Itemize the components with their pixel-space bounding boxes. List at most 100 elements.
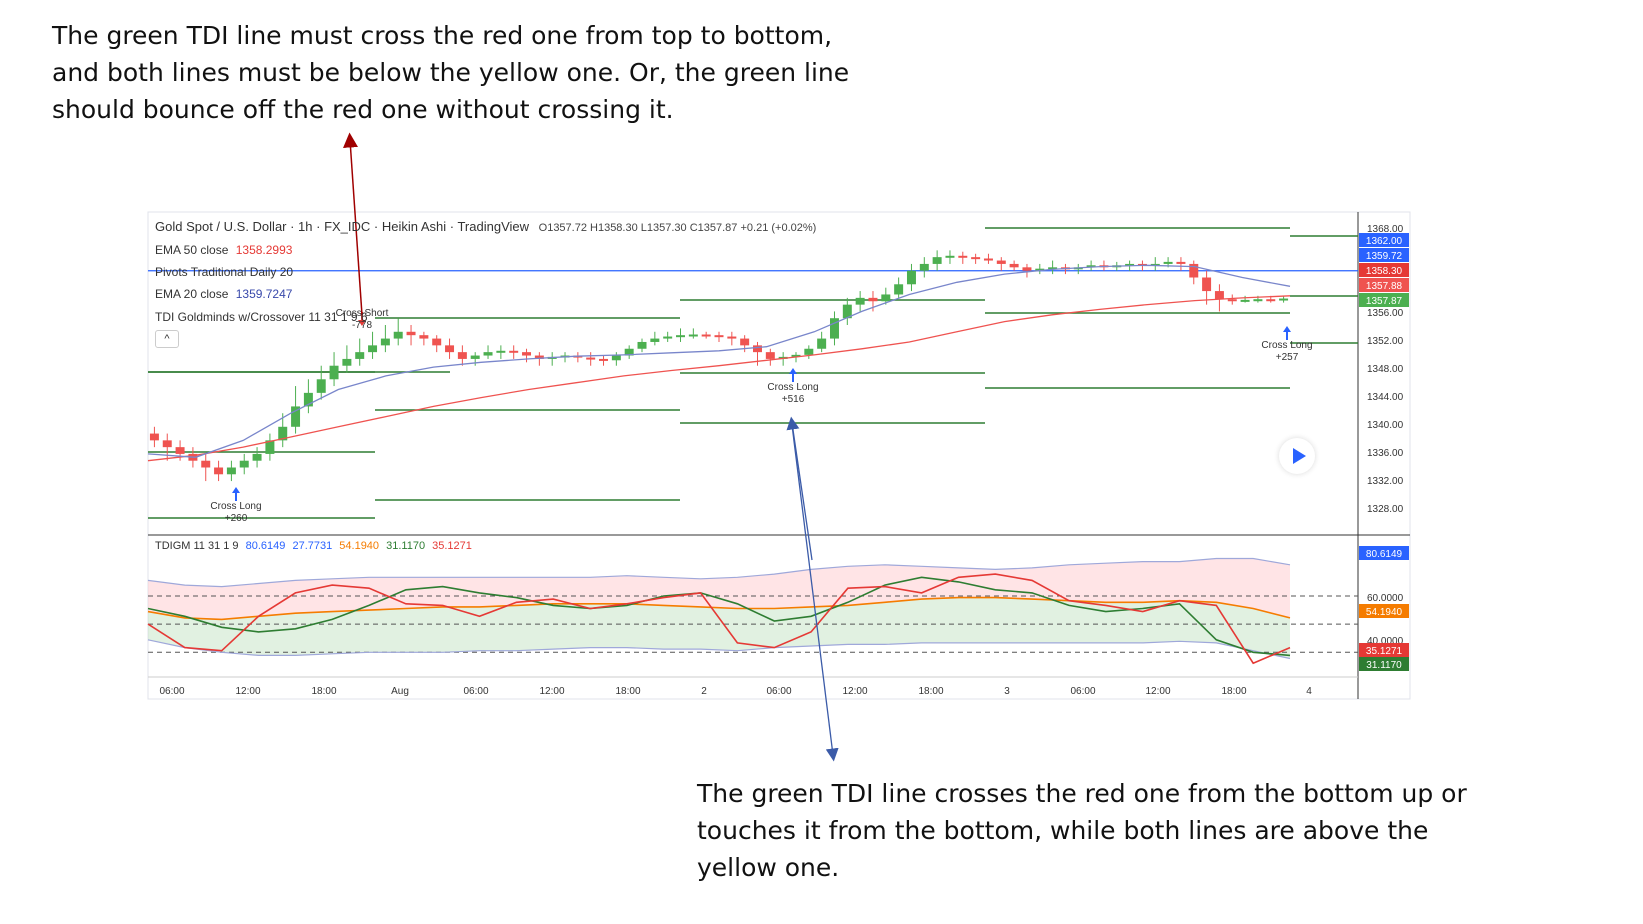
candle-body: [983, 258, 993, 261]
tdi-label: TDI Goldminds w/Crossover 11 31 1 9 6: [155, 310, 368, 324]
candle-body: [624, 348, 634, 356]
candle-body: [278, 426, 288, 441]
candle-body: [791, 354, 801, 357]
candle-body: [149, 433, 159, 441]
candle-body: [1125, 263, 1135, 266]
ema50-legend[interactable]: EMA 50 close 1358.2993: [155, 243, 292, 257]
candle-body: [727, 336, 737, 339]
candle-body: [1163, 261, 1173, 264]
signal-marker: Cross Long+257: [1261, 326, 1313, 363]
signal-value: +257: [1276, 352, 1299, 363]
price-tick-label: 1352.00: [1367, 336, 1404, 347]
signal-marker: Cross Long+260: [210, 487, 262, 524]
candle-body: [368, 345, 378, 353]
price-tick-label: 1344.00: [1367, 392, 1404, 403]
time-tick-label: 18:00: [311, 686, 336, 697]
signal-value: -778: [352, 320, 372, 331]
tdi-tag-label: 31.1170: [1366, 660, 1402, 671]
price-tick-label: 1368.00: [1367, 224, 1404, 235]
candle-body: [522, 352, 532, 356]
candle-body: [239, 460, 249, 468]
tdi-tick-label: 60.0000: [1367, 593, 1404, 604]
time-tick-label: 06:00: [1070, 686, 1095, 697]
tdi-tag: [1359, 546, 1409, 560]
price-tag: [1359, 263, 1409, 277]
play-icon[interactable]: [1279, 438, 1315, 474]
signal-label: Cross Long: [1261, 340, 1312, 351]
candle-body: [1266, 299, 1276, 302]
candle-body: [971, 257, 981, 260]
candle-body: [753, 345, 762, 353]
price-tick-label: 1332.00: [1367, 476, 1404, 487]
candle-body: [291, 406, 301, 427]
candle-body: [355, 352, 365, 359]
candle-body: [1086, 265, 1096, 268]
price-tick-label: 1340.00: [1367, 420, 1404, 431]
candle-body: [226, 467, 236, 475]
candle-body: [996, 260, 1006, 264]
ema20-line: [147, 264, 1291, 458]
symbol-title: Gold Spot / U.S. Dollar · 1h · FX_IDC · …: [155, 219, 530, 234]
ema50-value: 1358.2993: [235, 243, 293, 257]
ema50-label: EMA 50 close: [155, 243, 229, 257]
candle-body: [1279, 298, 1289, 301]
annotation-arrows: [343, 132, 839, 762]
candle-body: [958, 255, 968, 258]
top-annotation-line: should bounce off the red one without cr…: [52, 95, 674, 124]
bottom-annotation: The green TDI line crosses the red one f…: [697, 775, 1597, 886]
time-tick-label: 12:00: [539, 686, 564, 697]
candle-body: [342, 358, 352, 366]
price-tick-label: 1348.00: [1367, 364, 1404, 375]
time-tick-label: 12:00: [235, 686, 260, 697]
candle-body: [483, 352, 493, 356]
price-tag: [1359, 248, 1409, 262]
tdi-yellow-line: [147, 596, 1291, 621]
candle-body: [1035, 268, 1045, 271]
bottom-annotation-line: touches it from the bottom, while both l…: [697, 816, 1429, 845]
time-tick-label: 3: [1004, 686, 1010, 697]
tdi-green-line: [147, 576, 1291, 657]
candle-body: [214, 467, 224, 475]
candle-body: [201, 460, 211, 468]
candle-body: [303, 392, 313, 407]
candle-body: [1189, 263, 1199, 278]
candle-body: [765, 352, 775, 359]
tdi-upper-band: [147, 557, 1291, 588]
tdi-value-5: 35.1271: [432, 540, 472, 552]
tdi-pane-legend[interactable]: TDIGM 11 31 1 9 80.6149 27.7731 54.1940 …: [155, 540, 472, 552]
tdi-legend[interactable]: TDI Goldminds w/Crossover 11 31 1 9 6: [155, 310, 368, 324]
signal-arrow-icon: [358, 312, 366, 326]
candle-body: [534, 355, 544, 359]
tdi-value-2: 27.7731: [292, 540, 333, 552]
tdi-tag: [1359, 604, 1409, 618]
bottom-annotation-line: The green TDI line crosses the red one f…: [697, 779, 1467, 808]
candle-body: [162, 440, 172, 448]
time-tick-label: 12:00: [1145, 686, 1170, 697]
time-tick-label: 2: [701, 686, 707, 697]
tdi-tick-label: 40.0000: [1367, 636, 1404, 647]
candle-body: [842, 304, 852, 319]
tdi-tag: [1359, 657, 1409, 671]
price-tag: [1359, 233, 1409, 247]
candle-body: [599, 358, 609, 361]
candle-body: [329, 365, 339, 380]
pivots-label: Pivots Traditional Daily 20: [155, 265, 294, 279]
candle-body: [932, 257, 942, 264]
ema20-legend[interactable]: EMA 20 close 1359.7247: [155, 287, 292, 301]
candle-body: [676, 335, 685, 338]
pivots-legend[interactable]: Pivots Traditional Daily 20: [155, 265, 293, 279]
candle-body: [1227, 299, 1237, 302]
collapse-legend-button[interactable]: ^: [155, 330, 179, 348]
ema50-line: [147, 295, 1291, 462]
signal-label: Cross Long: [210, 501, 261, 512]
candle-body: [316, 379, 326, 393]
candle-body: [586, 357, 596, 360]
candle-body: [1240, 299, 1250, 302]
time-tick-label: 12:00: [842, 686, 867, 697]
candle-body: [688, 334, 698, 337]
candle-body: [393, 331, 403, 339]
time-tick-label: 18:00: [615, 686, 640, 697]
candle-body: [1214, 291, 1224, 300]
